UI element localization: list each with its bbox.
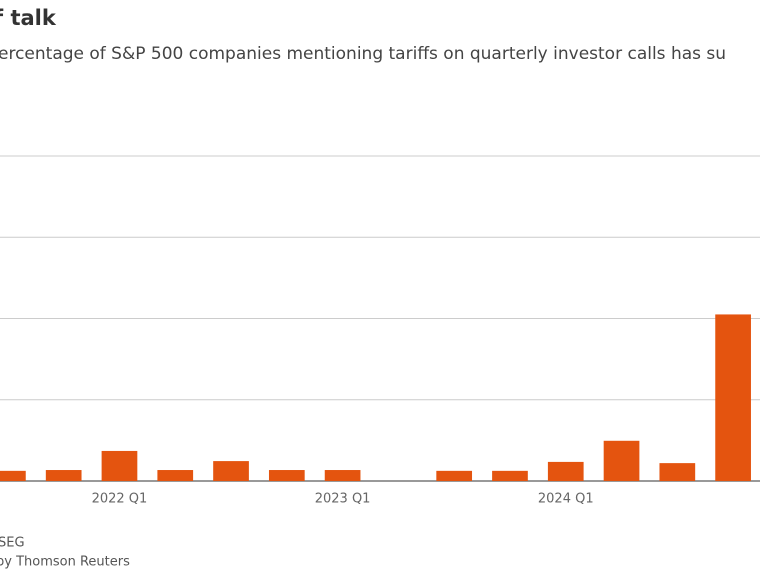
bar — [0, 470, 26, 481]
bar — [659, 463, 696, 481]
bar — [213, 461, 249, 481]
bar — [492, 470, 528, 481]
bar — [157, 470, 194, 481]
x-tick-label: 2024 Q1 — [538, 492, 594, 507]
bar — [547, 461, 584, 481]
x-tick-label: 2023 Q1 — [315, 492, 371, 507]
bar — [715, 314, 751, 481]
bar — [101, 450, 138, 481]
bar — [436, 470, 473, 481]
bar — [603, 440, 640, 481]
source: SEG — [0, 536, 25, 551]
bar — [268, 470, 305, 481]
chart-title: f talk — [0, 6, 57, 30]
credit: by Thomson Reuters — [0, 555, 130, 570]
bar — [45, 470, 82, 481]
bar — [324, 470, 361, 481]
chart-subtitle: ercentage of S&P 500 companies mentionin… — [0, 44, 726, 64]
x-tick-label: 2022 Q1 — [92, 492, 148, 507]
